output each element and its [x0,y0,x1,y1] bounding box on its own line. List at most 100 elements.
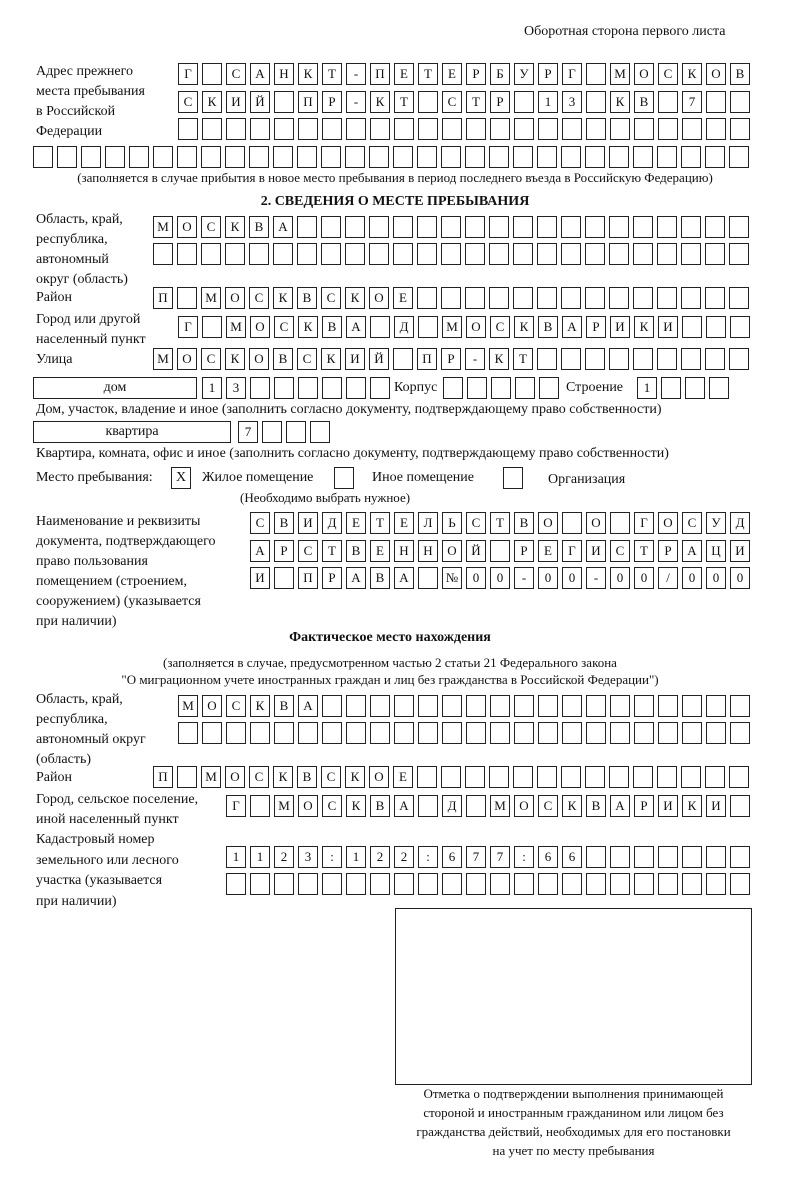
char-cell[interactable]: Р [466,63,486,85]
char-cell[interactable]: 0 [610,567,630,589]
char-cell[interactable]: 0 [682,567,702,589]
char-cell[interactable]: С [442,91,462,113]
char-cell[interactable] [657,243,677,265]
char-cell[interactable]: 7 [490,846,510,868]
char-cell[interactable] [705,243,725,265]
char-cell[interactable] [274,118,294,140]
char-cell[interactable]: К [370,91,390,113]
char-cell[interactable]: 3 [226,377,246,399]
char-cell[interactable]: С [178,91,198,113]
char-cell[interactable]: Т [490,512,510,534]
char-cell[interactable]: П [298,91,318,113]
char-cell[interactable]: П [370,63,390,85]
char-cell[interactable]: - [465,348,485,370]
char-cell[interactable]: Д [442,795,462,817]
char-cell[interactable]: И [658,316,678,338]
char-cell[interactable]: Н [394,540,414,562]
char-cell[interactable]: 1 [202,377,222,399]
char-cell[interactable]: Т [634,540,654,562]
char-cell[interactable] [657,766,677,788]
char-cell[interactable] [249,243,269,265]
residential-checkbox[interactable]: Х [171,467,191,489]
char-cell[interactable] [729,287,749,309]
char-cell[interactable] [466,795,486,817]
char-cell[interactable] [561,348,581,370]
char-cell[interactable] [442,873,462,895]
char-cell[interactable] [537,146,557,168]
char-cell[interactable]: К [298,63,318,85]
char-cell[interactable]: 0 [730,567,750,589]
char-cell[interactable] [201,146,221,168]
char-cell[interactable] [681,243,701,265]
char-cell[interactable]: К [345,287,365,309]
char-cell[interactable]: Р [322,91,342,113]
char-cell[interactable] [681,216,701,238]
char-cell[interactable] [537,348,557,370]
char-cell[interactable] [539,377,559,399]
char-cell[interactable] [658,91,678,113]
char-cell[interactable]: Д [322,512,342,534]
char-cell[interactable] [706,695,726,717]
char-cell[interactable] [417,287,437,309]
char-cell[interactable] [610,846,630,868]
char-cell[interactable]: П [298,567,318,589]
char-cell[interactable]: - [346,63,366,85]
char-cell[interactable] [249,146,269,168]
char-cell[interactable] [657,216,677,238]
char-cell[interactable] [705,216,725,238]
char-cell[interactable]: С [321,287,341,309]
char-cell[interactable]: Т [322,540,342,562]
char-cell[interactable]: О [706,63,726,85]
char-cell[interactable]: Е [394,512,414,534]
char-cell[interactable] [489,243,509,265]
char-cell[interactable] [658,873,678,895]
char-cell[interactable]: К [225,216,245,238]
char-cell[interactable] [345,146,365,168]
char-cell[interactable]: К [273,287,293,309]
char-cell[interactable] [466,873,486,895]
char-cell[interactable] [250,377,270,399]
char-cell[interactable] [178,118,198,140]
char-cell[interactable] [153,243,173,265]
char-cell[interactable]: С [201,216,221,238]
char-cell[interactable]: С [466,512,486,534]
char-cell[interactable] [657,348,677,370]
char-cell[interactable] [730,873,750,895]
char-cell[interactable] [274,567,294,589]
char-cell[interactable] [418,873,438,895]
char-cell[interactable] [370,873,390,895]
char-cell[interactable] [681,348,701,370]
char-cell[interactable]: П [417,348,437,370]
char-cell[interactable]: С [538,795,558,817]
region-row-2[interactable] [153,243,749,265]
char-cell[interactable]: К [298,316,318,338]
char-cell[interactable] [418,567,438,589]
char-cell[interactable] [394,695,414,717]
char-cell[interactable]: 1 [226,846,246,868]
char-cell[interactable]: № [442,567,462,589]
char-cell[interactable] [586,118,606,140]
char-cell[interactable] [681,766,701,788]
char-cell[interactable] [585,146,605,168]
char-cell[interactable] [609,348,629,370]
char-cell[interactable]: Г [634,512,654,534]
char-cell[interactable] [467,377,487,399]
char-cell[interactable] [465,243,485,265]
char-cell[interactable]: О [369,766,389,788]
char-cell[interactable] [634,695,654,717]
char-cell[interactable] [730,722,750,744]
prev-address-row-3[interactable] [178,118,750,140]
char-cell[interactable] [489,766,509,788]
char-cell[interactable] [465,146,485,168]
char-cell[interactable] [418,91,438,113]
char-cell[interactable] [322,377,342,399]
char-cell[interactable] [418,316,438,338]
char-cell[interactable]: И [298,512,318,534]
char-cell[interactable]: К [610,91,630,113]
char-cell[interactable] [226,873,246,895]
char-cell[interactable] [706,846,726,868]
char-cell[interactable]: Р [538,63,558,85]
char-cell[interactable]: И [250,567,270,589]
